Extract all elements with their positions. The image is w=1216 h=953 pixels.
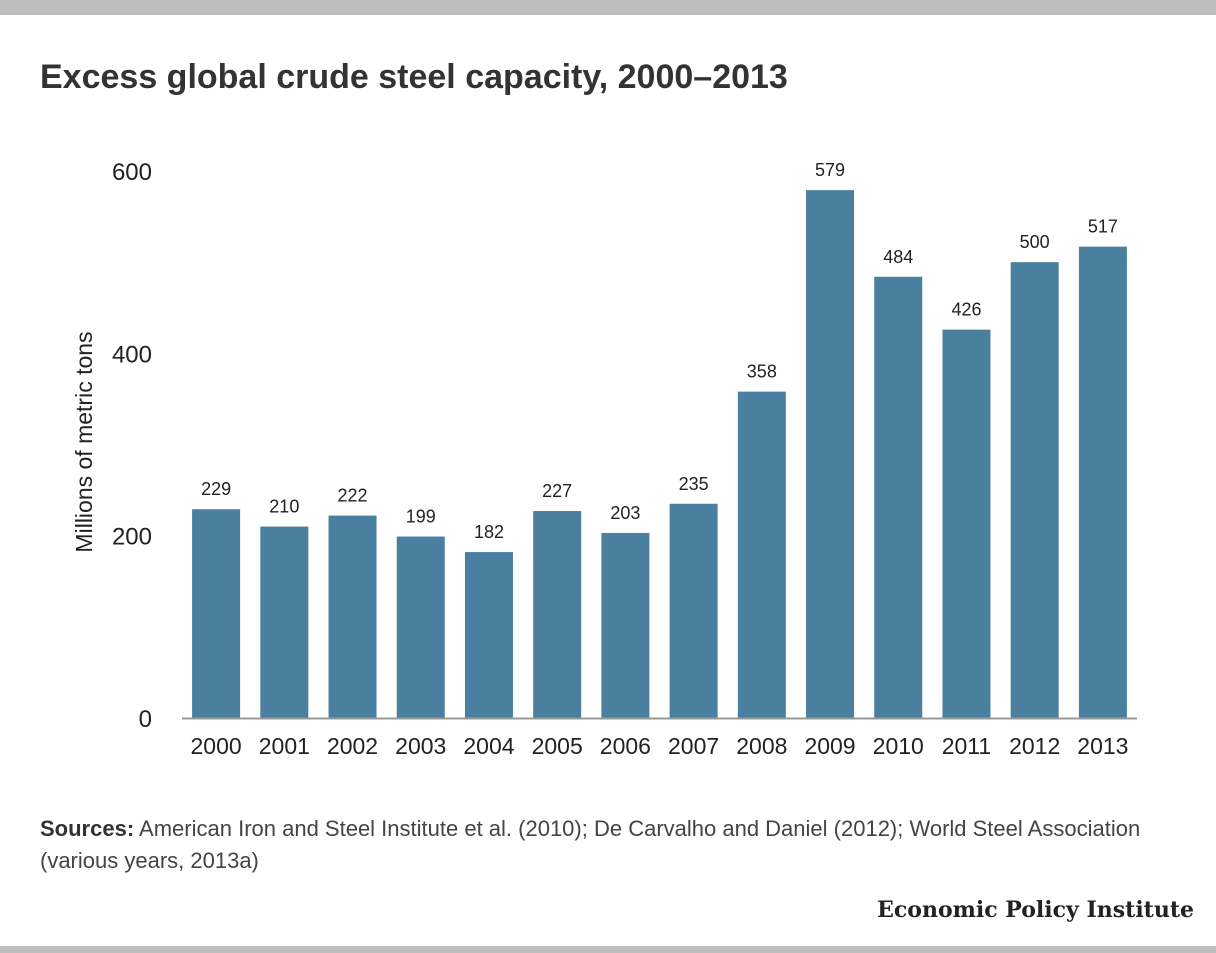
bar-value-label: 182 <box>474 522 504 542</box>
bar <box>396 536 445 718</box>
bar-value-label: 227 <box>542 481 572 501</box>
bar <box>464 552 513 718</box>
bar-value-label: 358 <box>747 362 777 382</box>
bar-value-label: 500 <box>1020 232 1050 252</box>
bar <box>328 515 377 718</box>
x-tick-label: 2000 <box>191 733 242 759</box>
bar-value-label: 222 <box>338 486 368 506</box>
bar <box>737 391 786 718</box>
x-tick-label: 2005 <box>532 733 583 759</box>
bar-value-label: 484 <box>883 247 913 267</box>
bar <box>260 526 309 718</box>
x-tick-label: 2004 <box>463 733 514 759</box>
bar-value-label: 517 <box>1088 217 1118 237</box>
x-tick-label: 2001 <box>259 733 310 759</box>
bottom-rule <box>0 946 1216 953</box>
sources-note: Sources: American Iron and Steel Institu… <box>40 813 1170 877</box>
y-tick-label: 0 <box>139 706 152 733</box>
bar <box>533 511 582 718</box>
x-tick-label: 2003 <box>395 733 446 759</box>
bar <box>942 329 991 718</box>
x-tick-label: 2007 <box>668 733 719 759</box>
bar <box>601 532 650 718</box>
bar-chart: 0 200 400 600 Millions of metric tons 229 2000… <box>71 159 1137 759</box>
bar-value-label: 199 <box>406 507 436 527</box>
x-tick-label: 2011 <box>942 733 991 759</box>
bar-value-label: 426 <box>951 300 981 320</box>
x-tick-label: 2009 <box>804 733 855 759</box>
y-tick-label: 400 <box>112 341 152 368</box>
bar <box>1078 246 1127 718</box>
bar-value-label: 229 <box>201 479 231 499</box>
chart-title: Excess global crude steel capacity, 2000… <box>40 58 788 96</box>
bar <box>874 276 923 718</box>
y-tick-label: 200 <box>112 524 152 551</box>
x-tick-label: 2013 <box>1077 733 1128 759</box>
x-tick-label: 2012 <box>1009 733 1060 759</box>
bar <box>192 509 241 718</box>
x-tick-label: 2008 <box>736 733 787 759</box>
bar-value-label: 579 <box>815 160 845 180</box>
x-tick-label: 2002 <box>327 733 378 759</box>
y-tick-label: 600 <box>112 159 152 186</box>
x-tick-label: 2006 <box>600 733 651 759</box>
y-axis-label: Millions of metric tons <box>71 331 97 552</box>
top-rule <box>0 0 1216 15</box>
bar <box>1010 262 1059 718</box>
sources-text: American Iron and Steel Institute et al.… <box>40 816 1141 873</box>
x-tick-label: 2010 <box>873 733 924 759</box>
bar <box>669 503 718 718</box>
brand-logo: Economic Policy Institute <box>877 897 1194 923</box>
bar <box>806 190 855 718</box>
bar-value-label: 210 <box>269 497 299 517</box>
sources-label: Sources: <box>40 816 135 841</box>
bar-value-label: 235 <box>679 474 709 494</box>
bar-value-label: 203 <box>610 503 640 523</box>
